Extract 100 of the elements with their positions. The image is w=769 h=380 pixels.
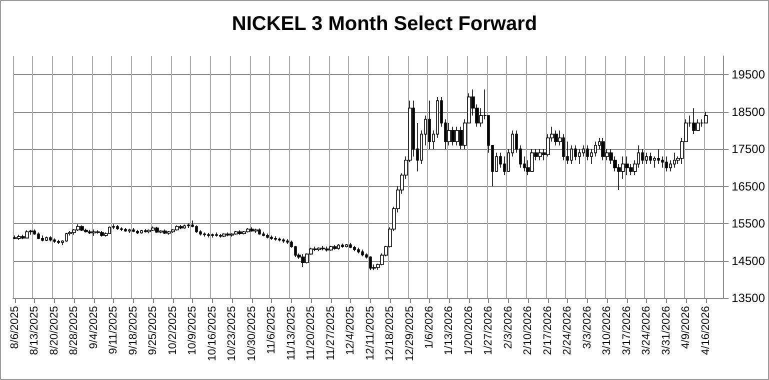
candlestick bbox=[207, 232, 210, 238]
x-tick-label: 9/18/2025 bbox=[127, 306, 140, 355]
candlestick bbox=[144, 228, 147, 233]
x-tick-label: 11/20/2025 bbox=[305, 306, 318, 360]
candlestick bbox=[282, 238, 285, 244]
candlestick bbox=[163, 229, 167, 234]
candlestick bbox=[49, 236, 52, 242]
candlestick bbox=[530, 148, 534, 172]
candlestick bbox=[451, 126, 455, 146]
candlestick bbox=[337, 244, 340, 250]
x-tick-label: 1/13/2026 bbox=[443, 306, 456, 355]
candlestick bbox=[230, 232, 234, 237]
candlestick bbox=[625, 156, 629, 176]
candlestick bbox=[250, 226, 254, 232]
candlestick bbox=[692, 108, 696, 135]
candlestick bbox=[641, 148, 644, 164]
candlestick bbox=[286, 238, 289, 244]
candlestick bbox=[274, 236, 277, 242]
candlestick bbox=[199, 230, 202, 236]
candlestick bbox=[132, 228, 135, 232]
candlestick bbox=[187, 223, 190, 228]
candlestick bbox=[215, 232, 218, 237]
y-tick-label: 18500 bbox=[732, 104, 766, 119]
candlestick bbox=[317, 246, 321, 252]
candlestick bbox=[234, 230, 238, 236]
y-tick-label: 16500 bbox=[732, 179, 766, 194]
candlestick bbox=[278, 237, 281, 242]
candlestick bbox=[266, 233, 269, 239]
y-tick-label: 15500 bbox=[732, 216, 766, 231]
x-tick-label: 3/3/2026 bbox=[581, 306, 594, 349]
x-tick-label: 3/31/2026 bbox=[660, 306, 672, 355]
candlestick bbox=[171, 228, 175, 234]
candlestick bbox=[96, 230, 100, 234]
candlestick bbox=[447, 122, 451, 146]
candlestick bbox=[108, 226, 111, 234]
candlestick bbox=[601, 138, 605, 161]
x-tick-label: 12/29/2025 bbox=[404, 306, 416, 362]
x-tick-label: 8/28/2025 bbox=[68, 306, 80, 355]
candlestick bbox=[657, 148, 660, 164]
x-tick-label: 9/4/2025 bbox=[88, 306, 100, 349]
x-tick-label: 11/13/2025 bbox=[285, 306, 298, 360]
x-tick-label: 2/10/2026 bbox=[522, 306, 534, 355]
candlestick bbox=[124, 228, 127, 232]
candlestick bbox=[112, 224, 115, 230]
candlestick bbox=[57, 240, 60, 244]
candlestick bbox=[211, 233, 214, 238]
candlestick bbox=[258, 228, 261, 236]
candlestick bbox=[673, 152, 676, 168]
y-tick-label: 13500 bbox=[732, 291, 766, 305]
x-tick-label: 1/27/2026 bbox=[482, 306, 495, 355]
candlestick bbox=[349, 242, 352, 249]
candlestick bbox=[41, 235, 44, 242]
chart-title: NICKEL 3 Month Select Forward bbox=[232, 13, 538, 35]
candlestick bbox=[329, 245, 333, 252]
candlestick bbox=[29, 229, 33, 236]
candlestick bbox=[203, 232, 206, 237]
candlestick bbox=[645, 152, 648, 164]
candlestick bbox=[140, 229, 143, 234]
candlestick bbox=[17, 234, 21, 240]
candlestick bbox=[538, 148, 542, 161]
candlestick bbox=[313, 246, 317, 252]
candlestick bbox=[222, 232, 226, 238]
candlestick bbox=[578, 148, 581, 164]
candlestick bbox=[13, 235, 17, 240]
candlestick bbox=[357, 247, 360, 254]
x-tick-label: 10/16/2025 bbox=[206, 306, 218, 362]
candlestick bbox=[167, 230, 171, 236]
candlestick bbox=[574, 144, 577, 161]
candlestick bbox=[301, 254, 305, 268]
candlestick bbox=[562, 134, 565, 161]
x-tick-label: 4/16/2026 bbox=[700, 306, 712, 355]
x-tick-label: 9/25/2025 bbox=[147, 306, 160, 355]
x-tick-label: 11/6/2025 bbox=[266, 306, 278, 354]
candlestick bbox=[325, 246, 329, 252]
x-tick-label: 3/24/2026 bbox=[640, 306, 653, 355]
candlestick bbox=[151, 226, 155, 232]
candlestick bbox=[92, 229, 96, 236]
candlestick bbox=[25, 230, 29, 239]
x-tick-label: 1/6/2026 bbox=[424, 306, 436, 349]
x-tick-label: 10/23/2025 bbox=[226, 306, 238, 362]
candlestick bbox=[333, 244, 337, 250]
x-tick-label: 12/11/2025 bbox=[364, 306, 376, 360]
candlestick bbox=[53, 238, 56, 244]
candlestick bbox=[175, 225, 179, 232]
candlestick bbox=[147, 229, 151, 234]
x-tick-label: 12/18/2025 bbox=[384, 306, 396, 362]
candlestick bbox=[100, 230, 104, 237]
y-tick-label: 19500 bbox=[732, 68, 766, 82]
candlestick bbox=[270, 235, 273, 240]
candlestick bbox=[321, 245, 325, 251]
candlestick bbox=[179, 224, 183, 230]
candlestick bbox=[37, 232, 40, 240]
candlestick bbox=[361, 249, 364, 257]
candlestick bbox=[262, 231, 265, 237]
candlestick bbox=[242, 230, 246, 235]
candlestick bbox=[155, 226, 159, 234]
candlestick bbox=[33, 229, 36, 236]
x-tick-label: 1/20/2026 bbox=[462, 306, 475, 355]
candlestick bbox=[341, 243, 344, 248]
candlestick bbox=[246, 228, 250, 233]
